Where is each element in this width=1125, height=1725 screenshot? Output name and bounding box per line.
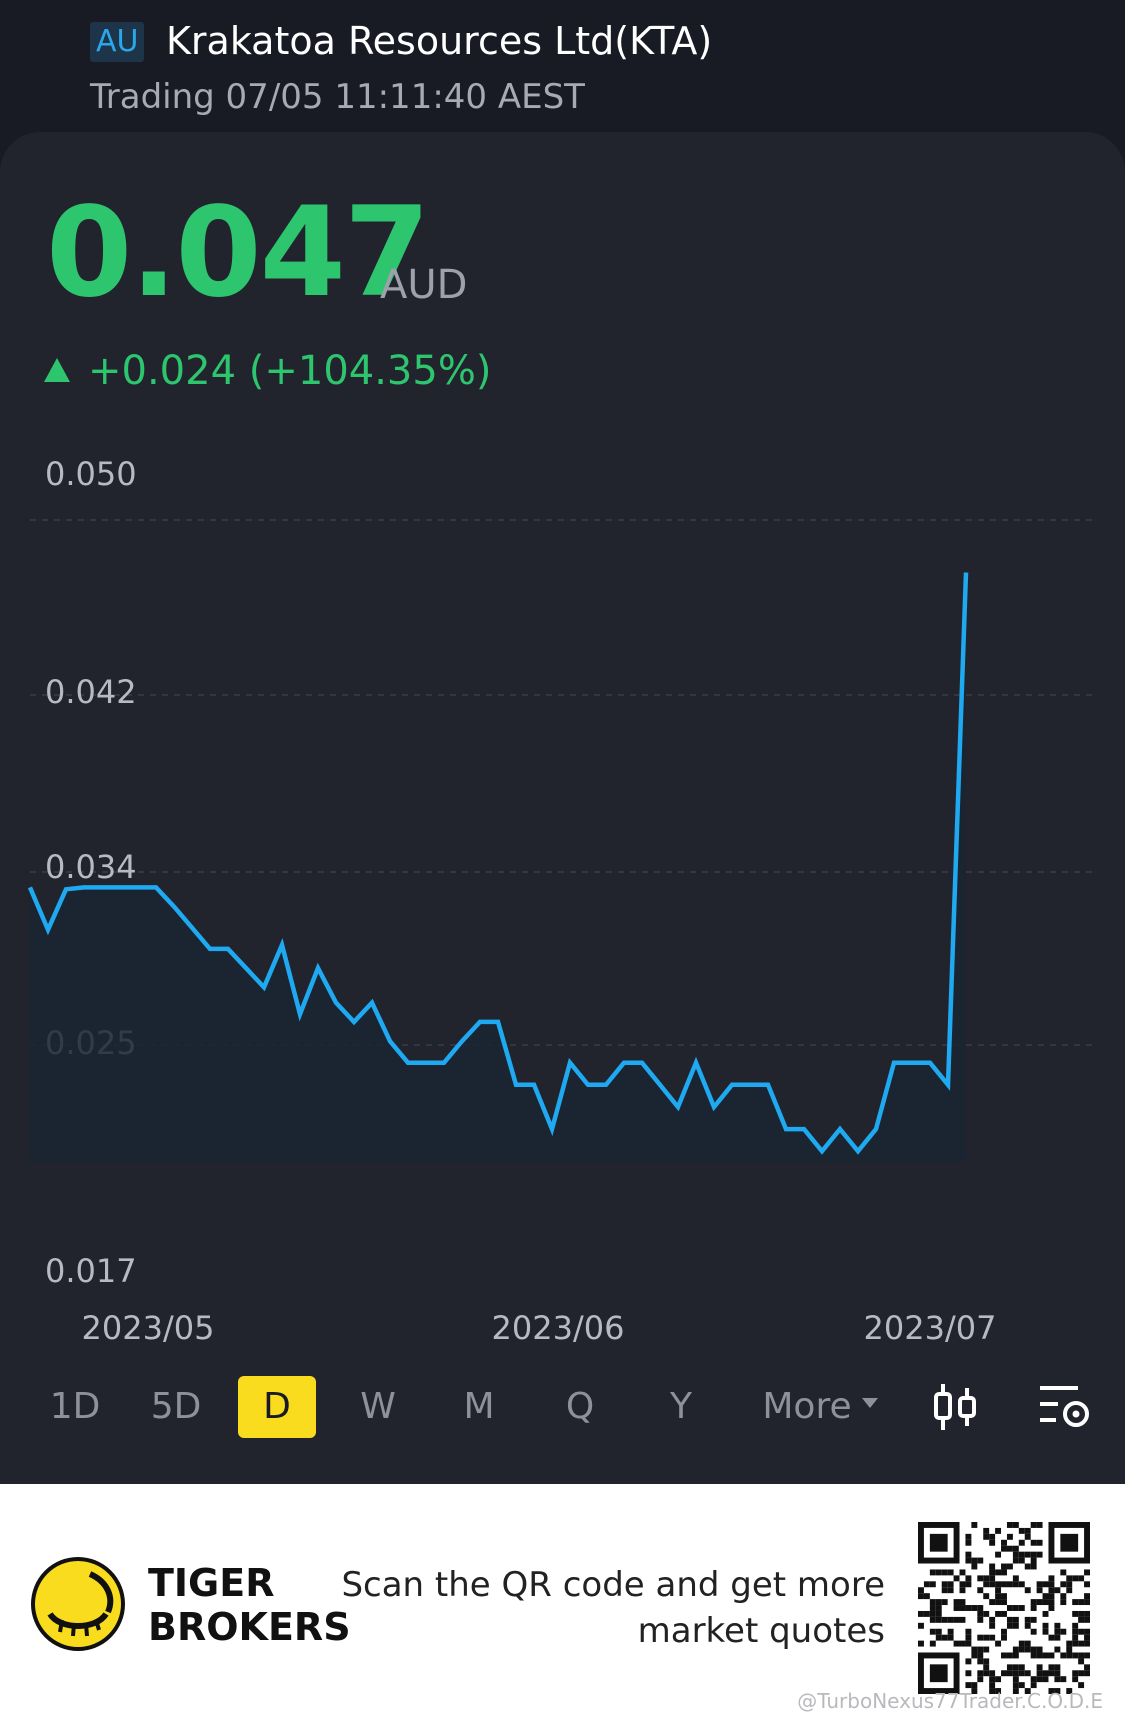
brand-name-line2: BROKERS [148, 1605, 351, 1649]
quote-header: AU Krakatoa Resources Ltd(KTA) Trading 0… [0, 0, 1125, 132]
up-arrow-icon [44, 358, 70, 382]
y-tick-label: 0.050 [45, 455, 137, 493]
chart-settings-icon[interactable] [1036, 1376, 1096, 1438]
series-line [27, 572, 969, 1155]
last-price: 0.047 [46, 181, 430, 325]
market-badge: AU [90, 22, 145, 62]
stock-name: Krakatoa Resources Ltd(KTA) [166, 19, 713, 63]
period-button-w[interactable]: W [360, 1386, 396, 1427]
period-button-m[interactable]: M [463, 1386, 495, 1427]
series-area [30, 572, 966, 1162]
price-change: +0.024 (+104.35%) [44, 346, 491, 396]
currency-label: AUD [380, 262, 468, 308]
period-button-1d[interactable]: 1D [49, 1386, 101, 1427]
watermark: @TurboNexus77Trader.C.O.D.E [797, 1689, 1103, 1713]
promo-text-line1: Scan the QR code and get more [341, 1565, 885, 1605]
quote-card [0, 132, 1125, 1484]
period-button-y[interactable]: Y [670, 1386, 692, 1427]
period-button-d[interactable]: D [238, 1376, 316, 1438]
y-tick-label: 0.042 [45, 673, 137, 711]
x-tick-label: 2023/05 [82, 1309, 215, 1347]
y-tick-label: 0.034 [45, 848, 137, 886]
period-selector: 1D 5D D W M Q Y More [0, 1372, 1125, 1442]
share-footer: TIGER BROKERS Scan the QR code and get m… [0, 1484, 1125, 1725]
more-periods-dropdown[interactable]: More [750, 1376, 890, 1438]
period-button-5d[interactable]: 5D [150, 1386, 202, 1427]
trading-status: Trading 07/05 11:11:40 AEST [90, 77, 585, 117]
qr-code [918, 1522, 1090, 1694]
x-tick-label: 2023/06 [492, 1309, 625, 1347]
x-tick-label: 2023/07 [864, 1309, 997, 1347]
candlestick-icon[interactable] [928, 1376, 984, 1438]
tiger-brokers-logo [31, 1557, 125, 1651]
period-button-q[interactable]: Q [565, 1386, 595, 1427]
caret-down-icon [861, 1398, 878, 1408]
brand-name-line1: TIGER [148, 1561, 275, 1605]
promo-text-line2: market quotes [637, 1611, 885, 1651]
price-line-chart[interactable]: 0.0500.0420.0340.0250.0172023/052023/062… [0, 0, 1125, 1360]
y-tick-label: 0.017 [45, 1252, 137, 1290]
price-change-text: +0.024 (+104.35%) [88, 348, 492, 394]
